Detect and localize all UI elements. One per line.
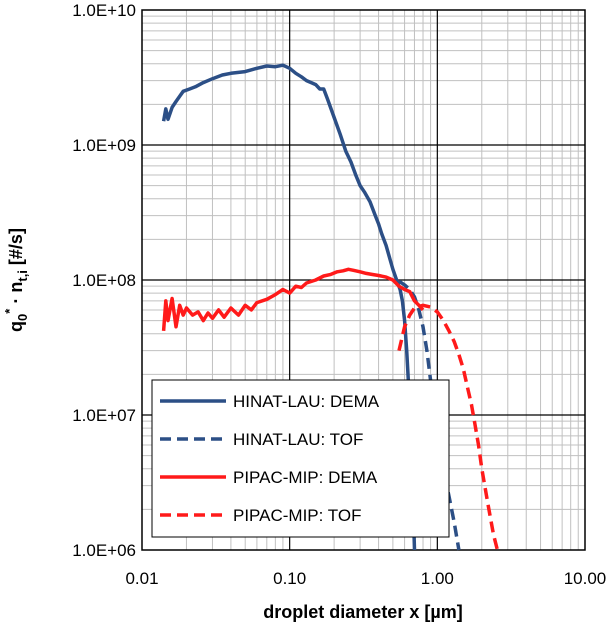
legend-label-hinat-dema: HINAT-LAU: DEMA xyxy=(233,392,380,411)
x-axis-label: droplet diameter x [µm] xyxy=(263,602,462,622)
y-label-star: * xyxy=(2,308,17,314)
y-tick-label: 1.0E+10 xyxy=(72,1,136,20)
y-label-mid: · n xyxy=(6,282,26,309)
series-line-0 xyxy=(161,63,417,551)
series-lines xyxy=(161,63,500,551)
series-line-3 xyxy=(397,303,500,551)
legend-label-pipac-tof: PIPAC-MIP: TOF xyxy=(233,506,361,525)
tick-labels: 0.01 0.10 1.00 10.00 1.0E+06 1.0E+07 1.0E+08 1.… xyxy=(72,1,606,588)
y-tick-label: 1.0E+06 xyxy=(72,541,136,560)
y-tick-label: 1.0E+07 xyxy=(72,406,136,425)
y-label-sub0: 0 xyxy=(15,314,30,321)
y-tick-label: 1.0E+08 xyxy=(72,271,136,290)
y-label-unit: [#/s] xyxy=(6,228,26,270)
y-tick-label: 1.0E+09 xyxy=(72,136,136,155)
legend: HINAT-LAU: DEMA HINAT-LAU: TOF PIPAC-MIP… xyxy=(151,379,450,538)
series-line-1 xyxy=(398,279,461,551)
x-tick-label: 0.10 xyxy=(273,569,306,588)
y-label-sub-ti: t,i xyxy=(15,270,30,282)
x-tick-label: 0.01 xyxy=(125,569,158,588)
y-axis-label: q0* · nt,i [#/s] xyxy=(2,228,30,332)
plot-area-border xyxy=(141,9,586,551)
series-line-2 xyxy=(161,267,425,332)
legend-label-hinat-tof: HINAT-LAU: TOF xyxy=(233,430,363,449)
y-label-q: q xyxy=(6,321,26,332)
legend-box xyxy=(151,379,450,538)
x-tick-label: 1.00 xyxy=(421,569,454,588)
legend-label-pipac-dema: PIPAC-MIP: DEMA xyxy=(233,468,378,487)
x-tick-label: 10.00 xyxy=(564,569,607,588)
